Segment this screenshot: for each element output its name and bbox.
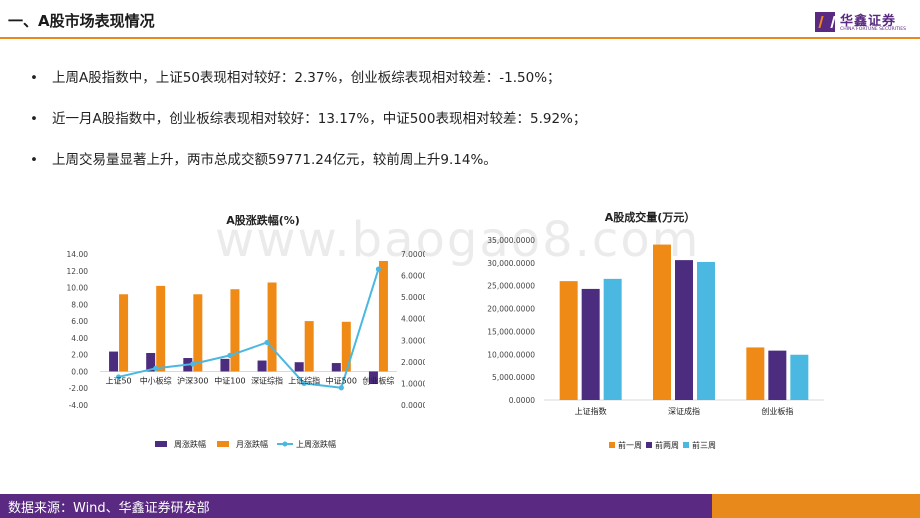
y-tick-label: -2.00 [69,384,89,393]
bullet-volume: 上周交易量显著上升，两市总成交额59771.24亿元，较前周上升9.14%。 [30,150,586,191]
legend-label: 前一周 [618,440,642,450]
line-point [375,266,382,272]
category-label: 创业板指 [761,406,793,416]
y-right-tick-label: 1.0000 [401,379,425,388]
bullet-weekly: 上周A股指数中，上证50表现相对较好：2.37%，创业板综表现相对较差：-1.5… [30,68,586,109]
bar [146,352,156,372]
bar [193,294,203,372]
bar [368,371,378,385]
bar [220,358,230,372]
y-right-tick-label: 6.0000 [401,272,425,281]
bar [559,281,578,400]
line-point [190,361,196,367]
y-tick-label: 2.00 [71,351,88,360]
chart-title: A股涨跌幅(%) [226,213,300,227]
line-point [301,380,307,387]
y-tick-label: 4.00 [71,334,88,343]
legend-label: 前三周 [692,440,716,450]
legend-swatch [155,441,167,447]
bar [109,351,119,372]
bar [304,321,314,372]
volume-chart: A股成交量(万元） 0.0000 5,000.0000 10,000.0000 15,… [487,210,824,450]
footer-source: 数据来源：Wind、华鑫证券研发部 [8,501,210,516]
logo-name: 华鑫证券 [840,14,897,29]
legend-swatch [646,442,652,448]
line-point [153,365,159,371]
bar [294,362,304,372]
legend-label: 周涨跌幅 [174,439,206,449]
footer-accent [712,494,920,518]
bar [790,354,809,400]
logo-mark-icon [815,12,835,32]
legend-swatch [609,442,615,448]
line-point [115,374,122,380]
y-tick-label: 10,000.0000 [487,350,535,359]
line-point [264,339,270,346]
bar [697,261,715,400]
bar [675,260,693,400]
bar [257,360,267,372]
y-tick-label: 8.00 [71,300,88,309]
y-right-tick-label: 5.0000 [401,293,425,302]
legend-swatch [683,442,689,448]
category-label: 上证综指 [288,375,320,385]
bar [653,244,671,400]
line-point [227,352,233,358]
footer-bar: 数据来源：Wind、华鑫证券研发部 [0,494,920,518]
y-tick-label: 0.00 [71,367,88,376]
category-label: 上证50 [105,376,131,385]
category-label: 创业板综 [362,375,394,385]
y-tick-label: 10.00 [67,284,89,293]
bar [581,288,600,400]
bar [768,350,787,400]
y-tick-label: -4.00 [69,401,89,410]
category-label: 中证100 [214,375,245,385]
bar [331,363,341,372]
category-label: 上证指数 [575,406,607,416]
change-chart: A股涨跌幅(%) -4.00 -2.00 0.00 2.00 4.00 6.00 8.00 1… [67,213,425,449]
category-label: 深证综指 [251,375,283,385]
logo-subtitle: CHINA FORTUNE SECURITIES [840,27,907,32]
y-tick-label: 35,000.0000 [487,236,535,245]
y-right-tick-label: 7.0000 [401,250,425,259]
bar [341,321,351,372]
page-title: 一、A股市场表现情况 [8,12,155,30]
chart-title: A股成交量(万元） [605,210,696,224]
legend-label: 前两周 [655,440,679,450]
bullet-monthly: 近一月A股指数中，创业板综表现相对较好：13.17%，中证500表现相对较差：5… [30,109,586,150]
bar [156,285,166,372]
bar [378,260,388,372]
company-logo: 华鑫证券 CHINA FORTUNE SECURITIES [815,10,915,36]
y-tick-label: 6.00 [71,317,88,326]
y-tick-label: 20,000.0000 [487,305,535,314]
summary-bullets: 上周A股指数中，上证50表现相对较好：2.37%，创业板综表现相对较差：-1.5… [30,68,586,191]
bar [119,294,129,372]
y-tick-label: 15,000.0000 [487,327,535,336]
y-tick-label: 5,000.0000 [492,373,535,382]
y-right-tick-label: 4.0000 [401,315,425,324]
category-label: 中小板综 [140,375,172,385]
y-tick-label: 30,000.0000 [487,259,535,268]
category-label: 深证成指 [668,406,700,416]
bar [230,289,240,372]
y-tick-label: 0.0000 [509,396,535,405]
bar [267,282,277,372]
line-point [338,385,344,391]
y-tick-label: 25,000.0000 [487,282,535,291]
header-divider [0,37,920,39]
bar [746,347,765,400]
y-tick-label: 14.00 [67,250,89,259]
legend-swatch-point [282,441,288,447]
y-tick-label: 12.00 [67,267,89,276]
series-line [118,268,380,389]
legend-label: 月涨跌幅 [236,439,268,449]
category-label: 中证500 [326,375,357,385]
y-right-tick-label: 0.0000 [401,401,425,410]
legend-label: 上周涨跌幅 [296,439,336,449]
y-right-tick-label: 2.0000 [401,358,425,367]
y-right-tick-label: 3.0000 [401,336,425,345]
category-label: 沪深300 [177,375,208,385]
bar [603,278,622,400]
legend-swatch [217,441,229,447]
